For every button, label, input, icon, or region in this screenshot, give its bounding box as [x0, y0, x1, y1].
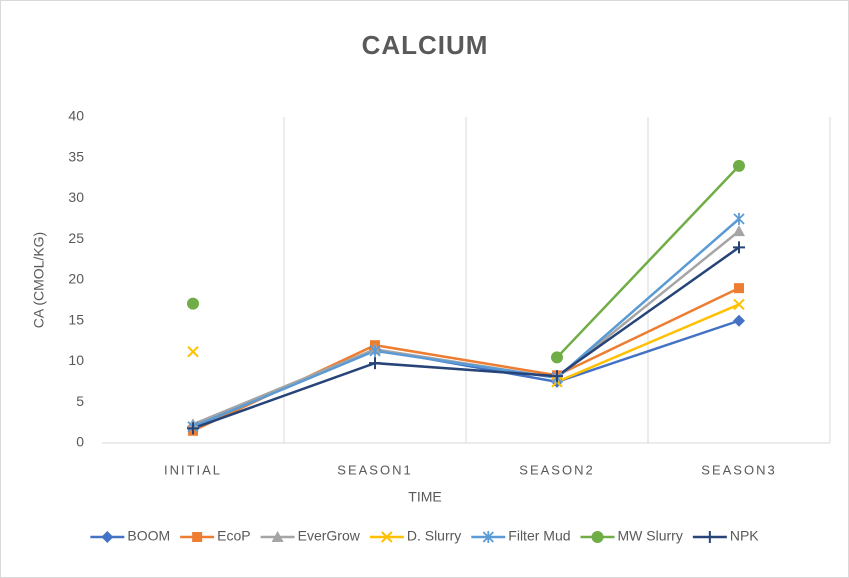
y-tick-label: 5	[76, 393, 84, 409]
marker	[271, 531, 284, 542]
y-tick-label: 40	[68, 108, 84, 124]
marker	[733, 241, 745, 254]
marker	[551, 370, 563, 383]
y-tick-label: 0	[76, 434, 84, 450]
marker	[381, 531, 393, 543]
series-line	[192, 217, 740, 428]
marker	[187, 297, 199, 310]
legend-label: MW Slurry	[618, 528, 683, 544]
x-tick-label: SEASON2	[519, 462, 594, 477]
y-tick-label: 20	[68, 271, 84, 287]
series-line	[192, 246, 740, 430]
x-tick-label: SEASON3	[701, 462, 776, 477]
marker	[369, 357, 381, 370]
chart-title: CALCIUM	[362, 30, 489, 60]
legend: BOOM EcoP EverGrow D. Slurry Filter Mud MW Sl…	[90, 528, 759, 544]
series-line	[556, 303, 740, 384]
marker	[733, 314, 745, 327]
legend-label: BOOM	[127, 528, 170, 544]
marker	[734, 283, 744, 294]
legend-label: NPK	[730, 528, 759, 544]
y-tick-label: 35	[68, 148, 84, 164]
marker	[703, 531, 716, 543]
marker	[551, 351, 563, 364]
legend-label: D. Slurry	[407, 528, 461, 544]
marker	[101, 531, 114, 543]
legend-label: EcoP	[217, 528, 250, 544]
y-tick-label: 15	[68, 311, 84, 327]
x-axis-title: TIME	[408, 489, 441, 505]
legend-label: Filter Mud	[508, 528, 570, 544]
x-tick-label: SEASON1	[337, 462, 412, 477]
marker	[733, 159, 745, 172]
y-tick-label: 30	[68, 189, 84, 205]
legend-label: EverGrow	[298, 528, 361, 544]
y-tick-label: 25	[68, 230, 84, 246]
marker	[369, 344, 381, 357]
x-tick-label: INITIAL	[164, 462, 222, 477]
marker	[733, 225, 745, 237]
y-tick-label: 10	[68, 352, 84, 368]
marker	[733, 212, 745, 225]
y-axis-title: CA (CMOL/KG)	[31, 232, 47, 328]
marker	[192, 532, 203, 542]
marker	[733, 298, 745, 311]
marker	[187, 422, 199, 435]
series-line	[556, 165, 740, 359]
marker	[591, 531, 604, 543]
marker	[187, 346, 199, 358]
marker	[482, 531, 494, 543]
